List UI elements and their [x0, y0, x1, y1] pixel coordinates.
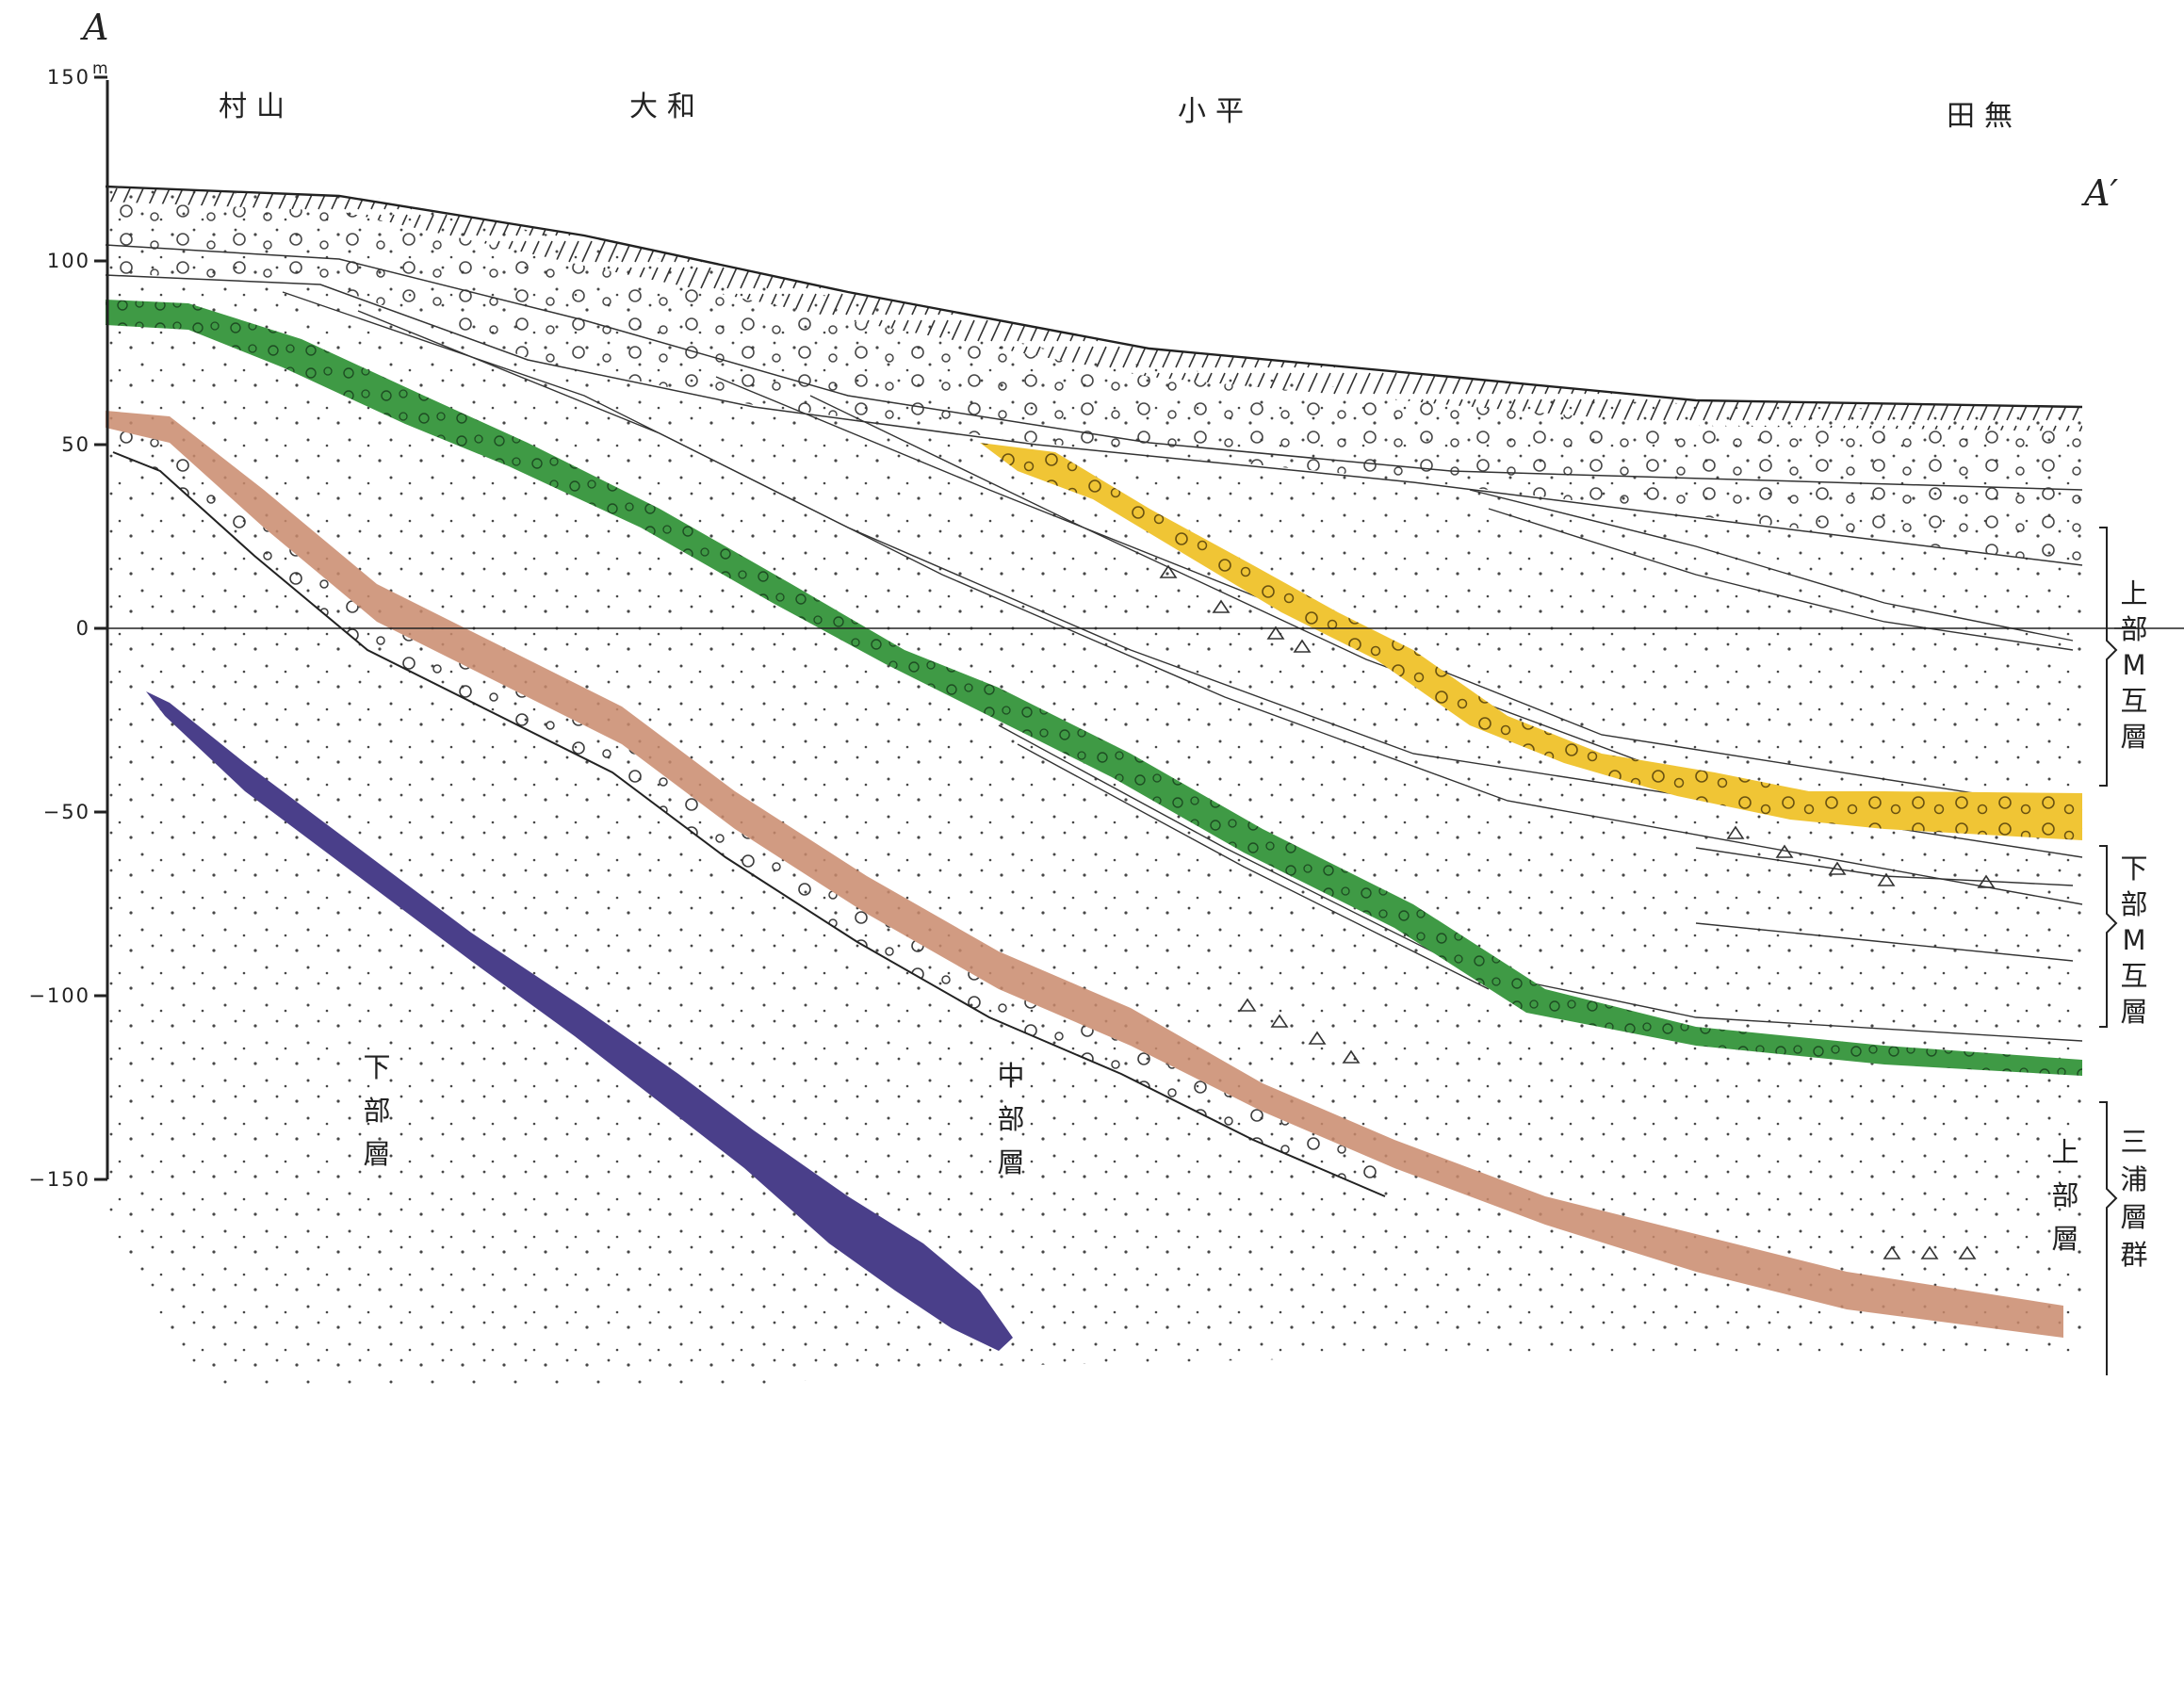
axis-tick-label: 0	[76, 617, 90, 640]
label-char: 中	[997, 1060, 1024, 1092]
label-char: 三	[2120, 1126, 2147, 1158]
axis-unit: m	[92, 59, 108, 78]
label-char: 部	[363, 1095, 390, 1127]
yellow-layer	[980, 443, 2082, 840]
axis-tick-marks	[94, 75, 107, 1181]
purple-layer	[146, 691, 1013, 1351]
label-char: 層	[2120, 996, 2147, 1028]
surface-soil	[106, 187, 2082, 431]
surface-line	[105, 185, 2083, 409]
axis-tick-label: −50	[43, 801, 90, 823]
breccia-markers	[1159, 564, 1996, 1259]
place-yamato: 大和	[629, 90, 705, 123]
axis-tick-label: 100	[47, 250, 90, 272]
green-layer	[106, 300, 2082, 1076]
label-char: 群	[2120, 1239, 2147, 1271]
orange-gravel-base	[106, 428, 1394, 1196]
section-start-label: A	[80, 7, 108, 48]
stratum-label-middle: 中部層	[997, 1060, 1024, 1178]
label-char: 下	[2120, 853, 2147, 885]
label-char: 層	[2120, 1201, 2147, 1233]
place-tanashi: 田無	[1947, 100, 2022, 133]
axis-tick-labels: 150 100 50 0 −50 −100 −150	[28, 66, 90, 1191]
bracket-upper-m	[2099, 527, 2118, 787]
label-char: 部	[2120, 613, 2147, 645]
axis-tick-label: −150	[28, 1168, 90, 1191]
section-end-label: A′	[2081, 172, 2118, 214]
bracket-miura	[2099, 1101, 2118, 1375]
label-char: 層	[2120, 721, 2147, 753]
label-char: 互	[2120, 685, 2147, 717]
label-char: 互	[2120, 960, 2147, 992]
label-char: 部	[997, 1103, 1024, 1135]
bracket-lower-m	[2099, 845, 2118, 1028]
label-char: M	[2122, 924, 2145, 956]
label-char: 層	[997, 1146, 1024, 1178]
label-char: M	[2122, 649, 2145, 681]
label-char: 浦	[2120, 1163, 2147, 1195]
axis-tick-label: 150	[47, 66, 90, 89]
label-char: 部	[2120, 888, 2147, 920]
label-char: 上	[2120, 577, 2147, 609]
label-char: 部	[2051, 1179, 2078, 1211]
label-char: 上	[2051, 1136, 2078, 1168]
label-char: 層	[2051, 1223, 2078, 1255]
orange-base-wavy	[112, 451, 1386, 1197]
axis-tick-label: 50	[61, 433, 90, 456]
terrace-lines	[105, 244, 2083, 566]
place-kodaira: 小平	[1178, 95, 1253, 128]
place-murayama: 村山	[219, 90, 294, 123]
label-char: 層	[363, 1138, 390, 1170]
stratum-label-lower: 下部層	[363, 1051, 390, 1170]
axis-tick-label: −100	[28, 984, 90, 1007]
stratum-label-upper: 上部層	[2051, 1136, 2078, 1255]
label-char: 下	[363, 1051, 390, 1083]
terrace-gravel	[106, 202, 2082, 565]
